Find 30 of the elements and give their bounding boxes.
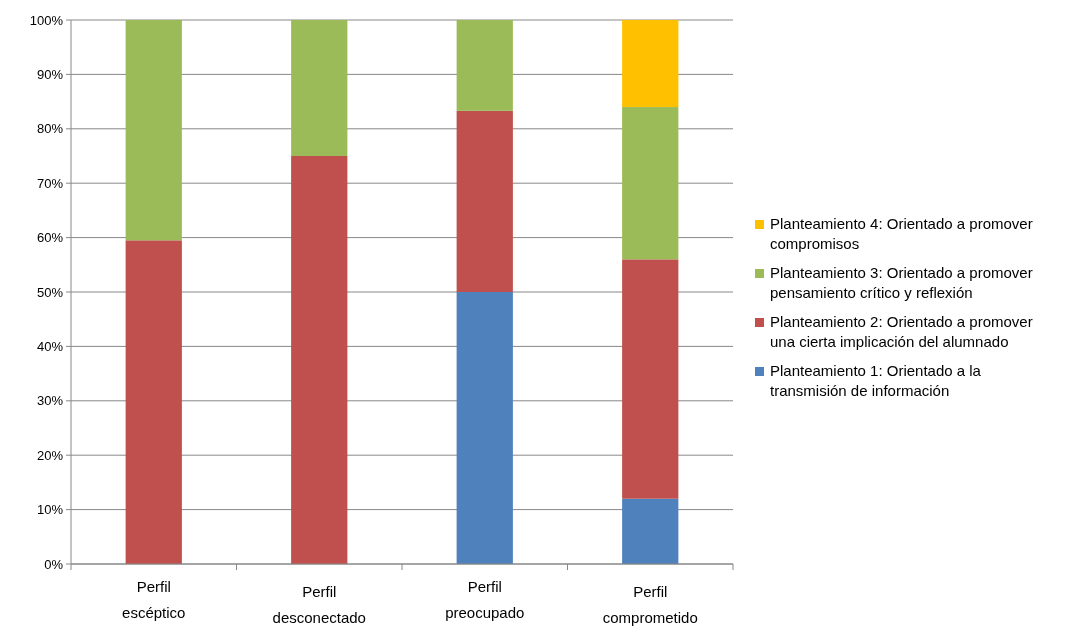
bar: [622, 259, 679, 499]
y-tick-label: 40%: [36, 338, 64, 354]
bar: [622, 20, 679, 108]
bar: [291, 20, 348, 156]
x-tick-label: Perfil escéptico: [122, 578, 186, 621]
bar: [291, 156, 348, 564]
y-tick-label: 70%: [36, 175, 64, 191]
y-tick-label: 80%: [36, 121, 64, 137]
x-tick-label: Perfil desconectado: [272, 583, 366, 626]
bar: [456, 292, 513, 564]
bar: [125, 240, 182, 564]
bar: [125, 20, 182, 241]
bar: [622, 498, 679, 564]
bar: [456, 20, 513, 111]
legend-label: Planteamiento 1: Orientado a la transmisión de información: [770, 362, 982, 399]
bar: [456, 110, 513, 292]
x-tick-label: Perfil preocupado: [445, 578, 525, 621]
y-tick-label: 30%: [36, 393, 64, 409]
y-tick-label: 90%: [36, 66, 64, 82]
y-tick-label: 0%: [44, 556, 64, 572]
bar: [622, 107, 679, 260]
legend-label: Planteamiento 3: Orientado a promover pensamiento crítico y reflexión: [770, 264, 1033, 301]
y-tick-label: 50%: [36, 284, 64, 300]
legend-label: Planteamiento 2: Orientado a promover una cierta implicación del alumnado: [770, 313, 1033, 350]
y-tick-label: 100%: [29, 12, 64, 28]
legend-label: Planteamiento 4: Orientado a promover compromisos: [770, 215, 1033, 252]
y-tick-label: 10%: [36, 502, 64, 518]
y-tick-label: 20%: [36, 447, 64, 463]
y-tick-label: 60%: [36, 230, 64, 246]
x-tick-label: Perfil comprometido: [602, 583, 698, 626]
